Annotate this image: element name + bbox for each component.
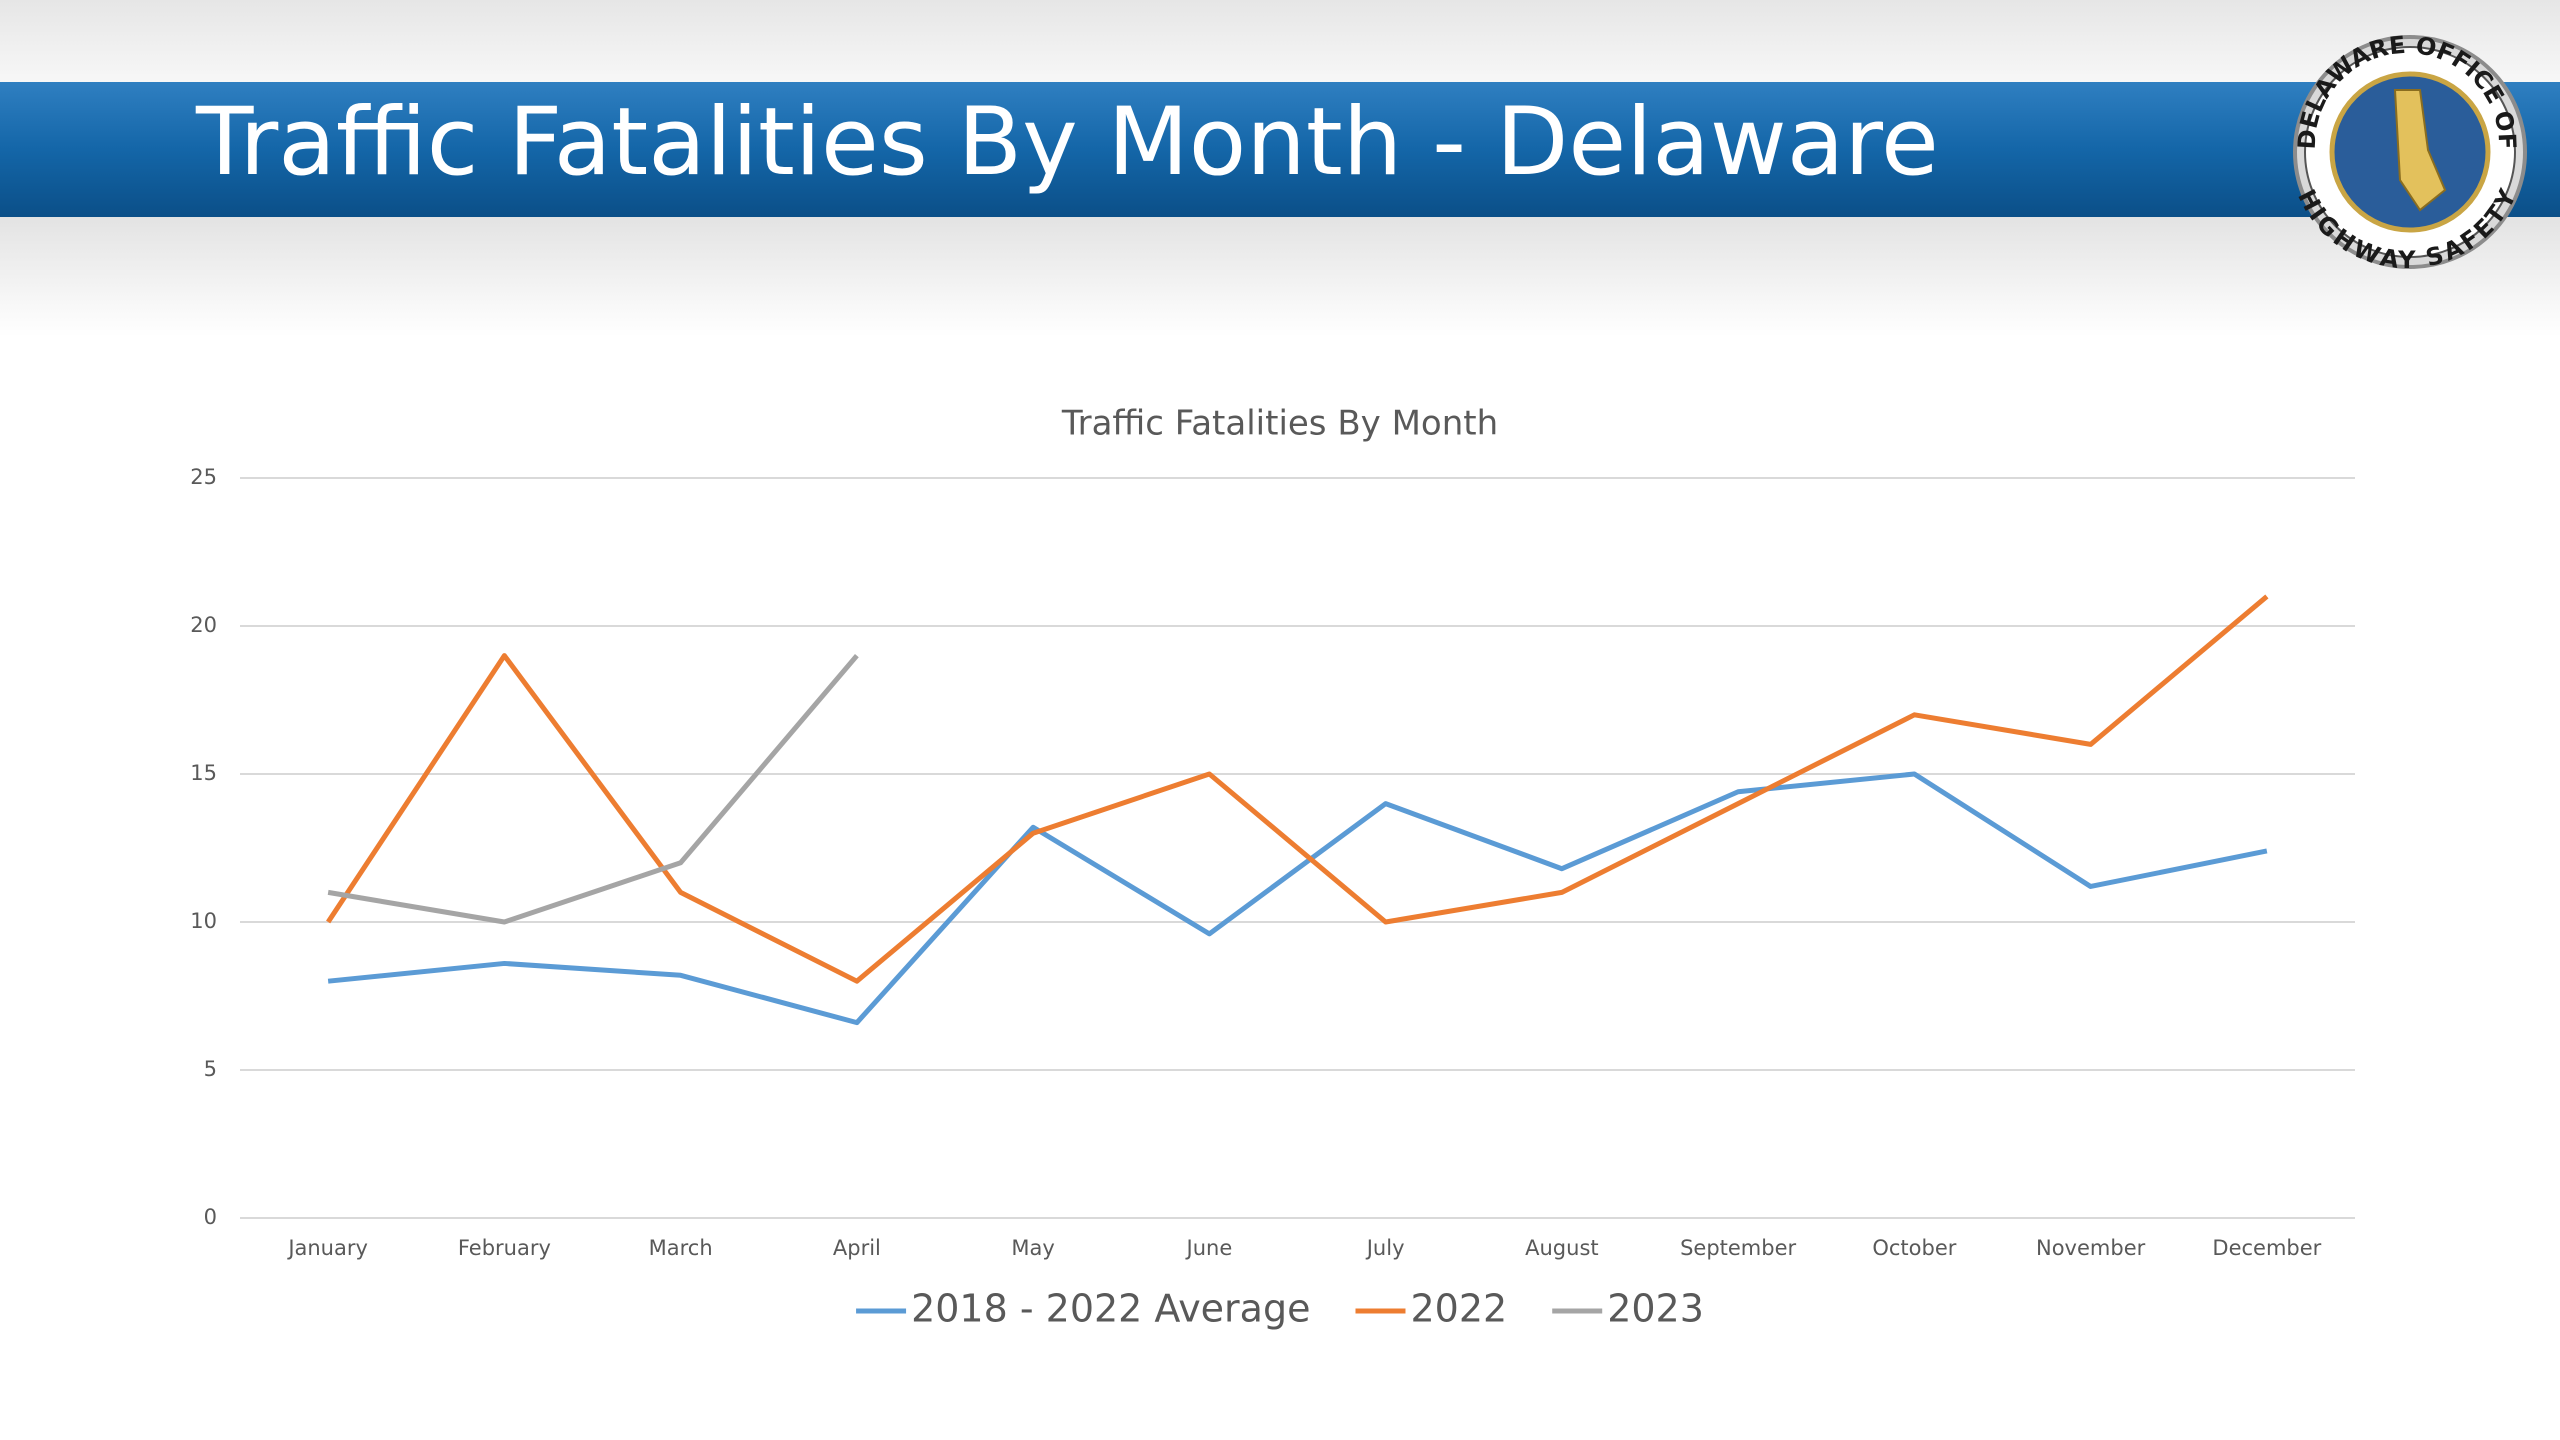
x-tick-label: March bbox=[649, 1236, 713, 1260]
legend-label: 2018 - 2022 Average bbox=[911, 1287, 1310, 1331]
x-tick-label: September bbox=[1680, 1236, 1796, 1260]
header-bar bbox=[0, 82, 2560, 217]
legend-label: 2023 bbox=[1607, 1287, 1704, 1331]
y-tick-label: 20 bbox=[190, 613, 217, 637]
y-tick-label: 15 bbox=[190, 761, 217, 785]
logo: DELAWARE OFFICE OF HIGHWAY SAFETY bbox=[2292, 31, 2527, 274]
x-tick-label: February bbox=[458, 1236, 551, 1260]
series-line bbox=[327, 771, 2268, 1026]
x-tick-label: October bbox=[1872, 1236, 1956, 1260]
series-line bbox=[326, 594, 2269, 984]
y-tick-label: 0 bbox=[204, 1205, 217, 1229]
chart-title: Traffic Fatalities By Month bbox=[1061, 404, 1498, 444]
x-tick-label: May bbox=[1011, 1236, 1054, 1260]
slide-title: Traffic Fatalities By Month - Delaware bbox=[195, 88, 1939, 197]
x-tick-label: April bbox=[833, 1236, 881, 1260]
x-tick-label: January bbox=[286, 1236, 368, 1260]
header-top bbox=[0, 0, 2560, 82]
x-tick-label: November bbox=[2036, 1236, 2146, 1260]
y-tick-label: 25 bbox=[190, 465, 217, 489]
x-tick-label: August bbox=[1525, 1236, 1599, 1260]
y-tick-label: 10 bbox=[190, 909, 217, 933]
series-line bbox=[327, 653, 859, 925]
y-tick-label: 5 bbox=[204, 1057, 217, 1081]
x-tick-label: June bbox=[1185, 1236, 1233, 1260]
plot: 0 5 10 15 20 25 January February March April May Ju… bbox=[190, 465, 2355, 1331]
legend-label: 2022 bbox=[1410, 1287, 1507, 1331]
x-tick-label: December bbox=[2212, 1236, 2321, 1260]
header-shadow bbox=[0, 217, 2560, 337]
x-tick-label: July bbox=[1365, 1236, 1405, 1260]
